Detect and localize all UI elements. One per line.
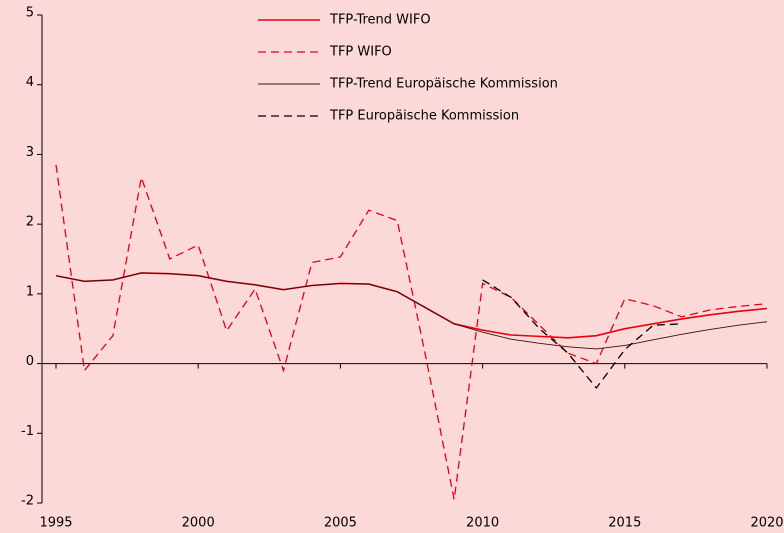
y-tick-label: 4 bbox=[26, 75, 34, 90]
x-tick-label: 2000 bbox=[182, 516, 215, 531]
y-tick-label: 3 bbox=[26, 145, 34, 160]
legend-label: TFP Europäische Kommission bbox=[329, 109, 519, 124]
x-tick-label: 2015 bbox=[608, 516, 641, 531]
series-line bbox=[55, 272, 768, 350]
y-tick-label: 1 bbox=[26, 284, 34, 299]
legend-label: TFP WIFO bbox=[329, 45, 392, 60]
y-tick-label: 5 bbox=[26, 6, 34, 21]
series-line bbox=[55, 164, 768, 500]
series-line bbox=[55, 272, 768, 339]
x-tick-label: 1995 bbox=[39, 516, 72, 531]
series-line bbox=[482, 279, 682, 390]
x-tick-label: 2010 bbox=[466, 516, 499, 531]
legend-label: TFP-Trend WIFO bbox=[329, 13, 431, 28]
y-tick-label: 0 bbox=[26, 354, 34, 369]
x-tick-label: 2020 bbox=[750, 516, 783, 531]
legend-label: TFP-Trend Europäische Kommission bbox=[329, 77, 558, 92]
y-tick-label: -2 bbox=[21, 494, 34, 509]
y-tick-label: -1 bbox=[21, 424, 34, 439]
y-tick-label: 2 bbox=[26, 215, 34, 230]
x-tick-label: 2005 bbox=[324, 516, 357, 531]
